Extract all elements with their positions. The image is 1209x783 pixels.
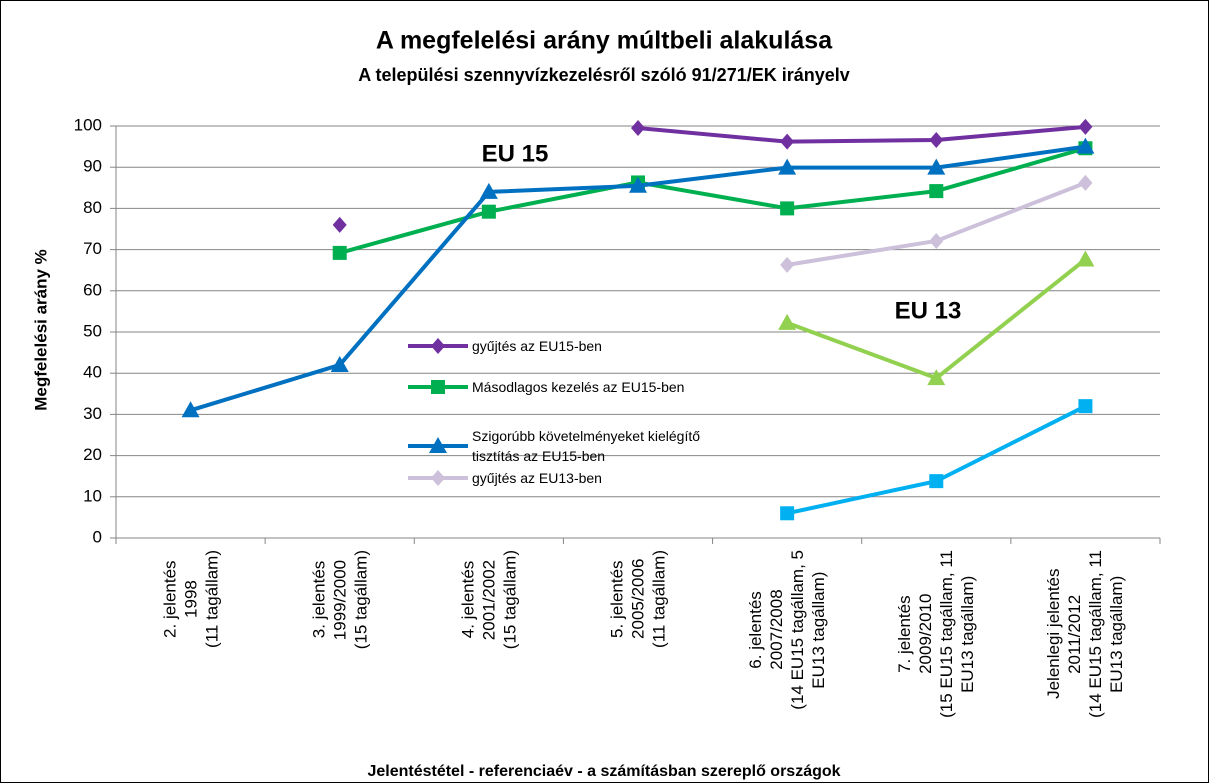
marker <box>629 176 647 193</box>
marker <box>332 245 347 260</box>
marker <box>1076 137 1095 154</box>
marker <box>332 216 347 233</box>
legend-swatch <box>408 437 468 453</box>
legend-entry: gyűjtés az EU15-ben <box>400 336 722 356</box>
y-tick-label: 20 <box>83 445 102 464</box>
legend-marker <box>431 338 445 354</box>
legend-label: Másodlagos kezelés az EU15-ben <box>472 379 685 395</box>
y-tick-label: 60 <box>83 280 102 299</box>
x-tick-label: 4. jelentés 2001/2002 (15 tagállam) <box>458 550 520 650</box>
marker <box>780 201 795 216</box>
marker <box>1078 118 1093 135</box>
marker <box>479 182 498 199</box>
marker <box>1078 399 1093 414</box>
legend-label: gyűjtés az EU13-ben <box>472 470 602 486</box>
series-line <box>637 124 1086 144</box>
marker <box>330 355 349 372</box>
marker <box>929 184 944 199</box>
marker <box>927 158 946 175</box>
legend-entry: Szigorúbb követelményeket kielégítő tisz… <box>400 426 722 466</box>
annotation: EU 15 <box>482 140 549 167</box>
x-axis-label: Jelentéstétel - referenciaév - a számítá… <box>367 763 840 780</box>
y-tick-label: 80 <box>83 198 102 217</box>
marker <box>1076 250 1095 267</box>
x-tick-label: 7. jelentés 2009/2010 (15 EU15 tagállam,… <box>895 550 978 718</box>
chart-title: A megfelelési arány múltbeli alakulása <box>376 27 833 55</box>
x-tick-label: 5. jelentés 2005/2006 (11 tagállam) <box>607 550 669 648</box>
x-tick-label: Jelenlegi jelentés 2011/2012 (14 EU15 ta… <box>1044 550 1127 718</box>
marker <box>481 204 496 219</box>
x-tick-label: 2. jelentés 1998 (11 tagállam) <box>160 550 222 648</box>
x-tick-label: 6. jelentés 2007/2008 (14 EU15 tagállam,… <box>746 550 829 710</box>
chart-subtitle: A települési szennyvízkezelésről szóló 9… <box>358 65 850 85</box>
legend-label: Szigorúbb követelményeket kielégítő tisz… <box>472 428 701 464</box>
legend-marker <box>429 437 447 453</box>
y-tick-label: 90 <box>83 157 102 176</box>
marker <box>631 120 645 137</box>
marker <box>778 158 797 175</box>
marker <box>181 401 200 418</box>
annotation: EU 13 <box>895 297 962 324</box>
legend-marker <box>431 380 445 394</box>
x-tick-label: 3. jelentés 1999/2000 (15 tagállam) <box>309 550 371 650</box>
legend-swatch <box>408 338 468 354</box>
marker <box>929 232 944 249</box>
y-tick-label: 50 <box>83 321 102 340</box>
marker <box>929 132 944 149</box>
y-tick-label: 100 <box>74 115 102 134</box>
legend-label: gyűjtés az EU15-ben <box>472 338 602 354</box>
marker <box>780 256 795 273</box>
marker <box>778 313 797 330</box>
marker <box>927 369 946 386</box>
y-tick-label: 0 <box>93 527 102 546</box>
legend-swatch <box>408 470 468 486</box>
y-tick-label: 70 <box>83 239 102 258</box>
y-tick-label: 30 <box>83 404 102 423</box>
y-axis-label: Megfelelési arány % <box>31 249 50 411</box>
legend-marker <box>431 470 445 486</box>
marker <box>780 133 795 150</box>
marker <box>929 474 944 489</box>
legend-entry: Másodlagos kezelés az EU15-ben <box>400 377 722 397</box>
y-tick-label: 40 <box>83 363 102 382</box>
legend-swatch <box>408 380 468 394</box>
marker <box>1078 174 1093 191</box>
y-tick-label: 10 <box>83 486 102 505</box>
marker <box>780 506 795 521</box>
legend-entry: gyűjtés az EU13-ben <box>400 468 722 488</box>
